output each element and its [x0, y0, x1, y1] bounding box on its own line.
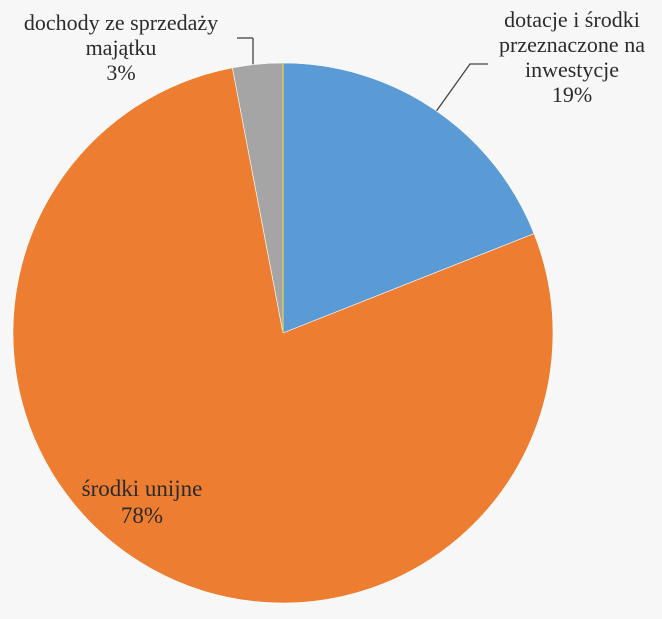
label-dochody-line-2: majątku [85, 35, 157, 60]
label-dotacje-line-2: przeznaczone na [499, 32, 645, 57]
label-dotacje-line-1: dotacje i środki [504, 7, 640, 32]
label-srodki-unijne: środki unijne 78% [62, 475, 222, 529]
label-dochody-pct: 3% [106, 60, 136, 85]
slice-srodki-unijne [12, 67, 554, 604]
label-srodki-unijne-line-1: środki unijne [81, 476, 203, 501]
slice-dotacje [282, 62, 535, 334]
pie-slices [12, 62, 554, 604]
leader-line-dotacje [429, 63, 488, 121]
label-dochody-line-1: dochody ze sprzedaży [23, 10, 219, 35]
label-dotacje: dotacje i środki przeznaczone na inwesty… [484, 7, 660, 107]
label-dotacje-line-3: inwestycje [524, 57, 620, 82]
label-srodki-unijne-pct: 78% [120, 503, 164, 528]
label-dochody: dochody ze sprzedaży majątku 3% [2, 10, 240, 85]
label-dotacje-pct: 19% [551, 82, 593, 107]
